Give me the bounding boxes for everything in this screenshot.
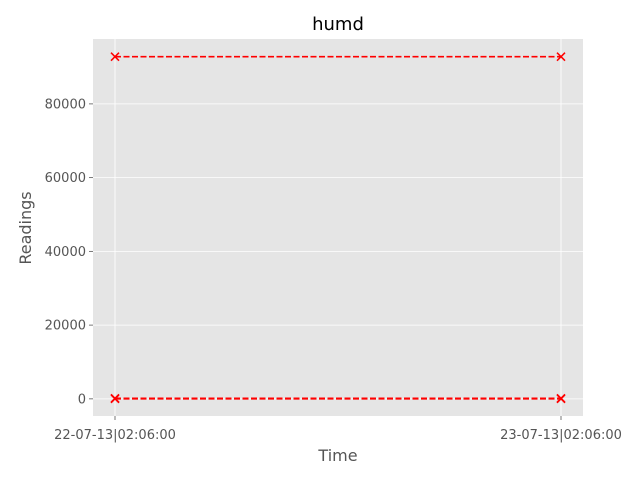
data-point-marker — [556, 52, 566, 62]
y-ticks: 0 20000 40000 60000 80000 — [45, 97, 93, 407]
y-tick-label: 20000 — [45, 319, 86, 334]
series-3 — [110, 394, 566, 404]
plot-background — [93, 39, 583, 416]
x-ticks: 22-07-13|02:06:00 23-07-13|02:06:00 — [54, 416, 622, 443]
chart-title: humd — [312, 14, 364, 35]
y-tick-label: 40000 — [45, 245, 86, 260]
data-point-marker — [556, 394, 566, 404]
y-tick-label: 0 — [78, 392, 86, 407]
y-axis-label: Readings — [16, 191, 35, 264]
data-series — [110, 52, 566, 404]
y-tick-label: 80000 — [45, 97, 86, 112]
x-tick-label: 22-07-13|02:06:00 — [54, 428, 176, 443]
series-1 — [110, 52, 566, 62]
data-point-marker — [110, 52, 120, 62]
x-axis-label: Time — [317, 446, 357, 465]
grid-lines — [93, 39, 583, 416]
y-tick-label: 60000 — [45, 171, 86, 186]
x-tick-label: 23-07-13|02:06:00 — [500, 428, 622, 443]
data-point-marker — [110, 394, 120, 404]
